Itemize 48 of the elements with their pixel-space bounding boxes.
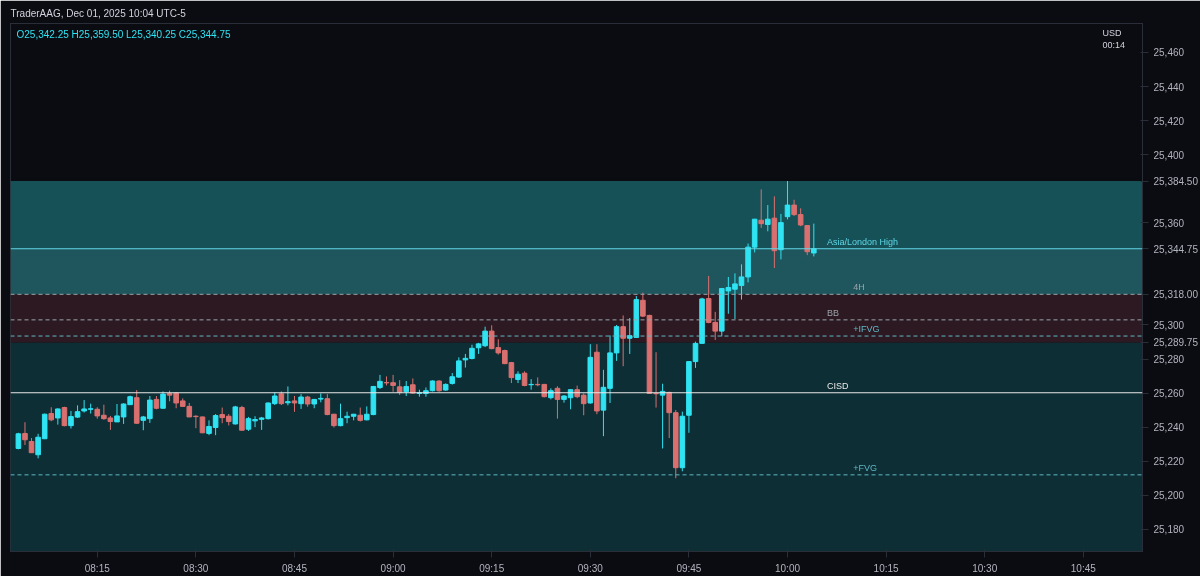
candlestick: [620, 314, 626, 367]
y-tick-label: 25,200: [1153, 490, 1185, 502]
x-tick-label: 09:00: [380, 562, 407, 574]
x-tick-label: 09:45: [676, 562, 702, 574]
candlestick: [554, 385, 561, 420]
candlestick: [22, 421, 28, 446]
x-tick-label: 09:15: [479, 562, 505, 574]
x-tick-label: 10:30: [972, 562, 998, 574]
annotation: 00:14: [1102, 39, 1126, 50]
x-tick-label: 09:30: [577, 562, 604, 574]
ref-line-label: 4H: [853, 282, 865, 293]
candlestick: [765, 204, 771, 232]
y-tick-label: 25,400: [1153, 149, 1185, 161]
candlestick: [811, 223, 817, 257]
y-tick-label: 25,240: [1153, 422, 1185, 434]
ref-line-label: CISD: [826, 380, 849, 391]
y-tick-label: 25,440: [1153, 81, 1185, 93]
x-tick-label: 08:45: [281, 562, 308, 574]
y-tick-label: 25,344.75: [1153, 243, 1199, 255]
x-tick-label: 08:30: [183, 562, 209, 574]
y-tick-label: 25,180: [1153, 524, 1185, 536]
candlestick: [758, 188, 765, 229]
x-tick-label: 10:45: [1070, 562, 1097, 574]
y-tick-label: 25,260: [1153, 388, 1185, 400]
x-tick-label: 10:00: [775, 562, 801, 574]
ref-line-label: +IFVG: [853, 324, 880, 335]
y-tick-label: 25,300: [1153, 319, 1185, 331]
y-tick-label: 25,318.00: [1153, 289, 1199, 301]
candlestick: [298, 393, 304, 410]
y-tick-label: 25,289.75: [1153, 337, 1199, 349]
chart-subtitle: TraderAAG, Dec 01, 2025 10:04 UTC-5: [10, 7, 187, 19]
y-tick-label: 25,460: [1153, 47, 1185, 59]
text: O25,342.25 H25,359.50 L25,340.25 C25,344.75: [16, 28, 232, 40]
y-tick-label: 25,360: [1153, 217, 1185, 229]
ref-line-label: BB: [826, 307, 839, 318]
ref-line-label: Asia/London High: [826, 236, 899, 247]
y-tick-label: 25,420: [1153, 115, 1185, 127]
y-tick-label: 25,280: [1153, 354, 1185, 366]
y-tick-label: 25,220: [1153, 456, 1185, 468]
x-tick-label: 10:15: [873, 562, 900, 574]
ref-line-label: +FVG: [853, 462, 878, 473]
candlestick: [285, 385, 291, 406]
x-tick-label: 08:15: [84, 562, 111, 574]
candlestick: [784, 180, 791, 220]
candlestick: [239, 405, 245, 432]
y-tick-label: 25,384.50: [1153, 176, 1199, 188]
candlestick: [515, 370, 521, 384]
annotation: USD: [1102, 27, 1122, 38]
